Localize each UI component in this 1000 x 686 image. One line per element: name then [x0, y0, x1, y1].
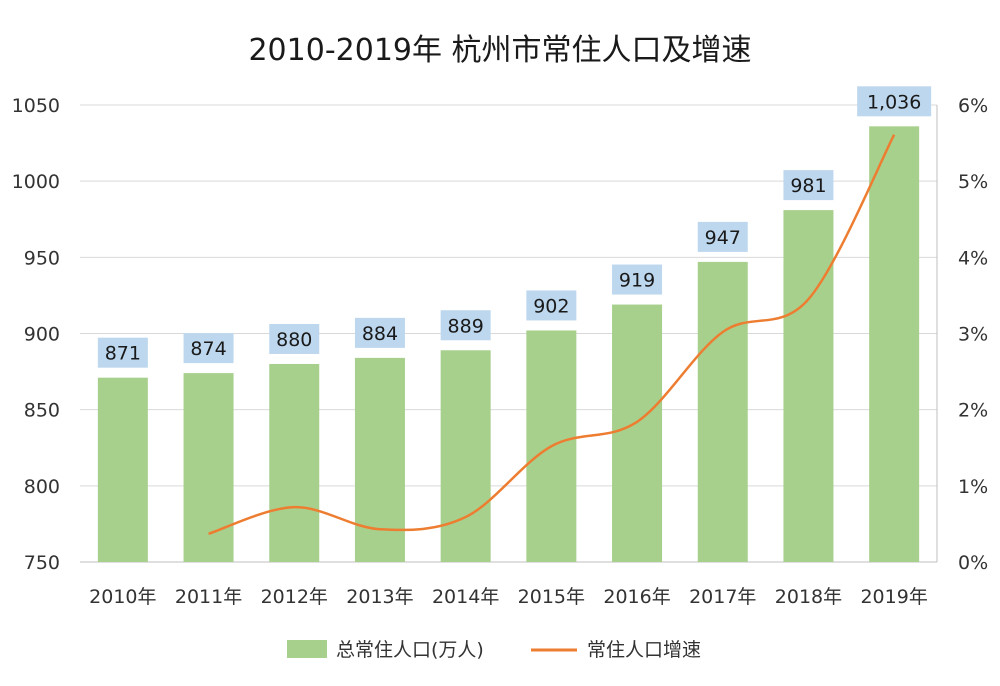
line-series [208, 134, 896, 536]
data-label-box [183, 333, 234, 364]
growth-line [208, 134, 896, 536]
left-tick-label: 750 [24, 552, 60, 574]
bar [354, 357, 405, 562]
right-tick-label: 1% [958, 476, 988, 498]
chart-title: 2010-2019年 杭州市常住人口及增速 [248, 33, 751, 68]
legend-label-growth: 常住人口增速 [587, 639, 701, 661]
data-label-box [612, 264, 663, 295]
x-tick-label: 2017年 [689, 586, 756, 608]
data-label: 871 [105, 343, 141, 365]
x-tick-label: 2012年 [261, 586, 328, 608]
right-tick-label: 0% [958, 552, 988, 574]
data-label-box [526, 290, 577, 321]
right-tick-label: 3% [958, 324, 988, 346]
left-tick-label: 1000 [12, 171, 60, 193]
legend-label-population: 总常住人口(万人) [336, 639, 484, 661]
data-label: 1,036 [867, 91, 921, 113]
data-label: 981 [790, 175, 826, 197]
right-tick-label: 4% [958, 247, 988, 269]
left-tick-label: 900 [24, 324, 60, 346]
bar [869, 126, 920, 563]
x-tick-label: 2013年 [346, 586, 413, 608]
data-label: 919 [619, 270, 655, 292]
x-tick-label: 2016年 [603, 586, 670, 608]
legend: 总常住人口(万人) 常住人口增速 [287, 639, 701, 661]
data-label-box [440, 310, 491, 341]
x-tick-label: 2011年 [175, 586, 242, 608]
data-label: 889 [448, 315, 484, 337]
right-tick-label: 2% [958, 400, 988, 422]
bar [183, 373, 234, 562]
data-label-box [857, 86, 932, 117]
data-label: 884 [362, 323, 398, 345]
x-tick-label: 2015年 [518, 586, 585, 608]
right-tick-label: 6% [958, 95, 988, 117]
x-axis: 2010年 2011年 2012年 2013年 2014年 2015年 2016年 2017年… [89, 586, 928, 608]
bar [97, 377, 148, 562]
x-tick-label: 2018年 [775, 586, 842, 608]
data-label: 880 [276, 329, 312, 351]
x-tick-label: 2010年 [89, 586, 156, 608]
x-tick-label: 2019年 [860, 586, 927, 608]
x-tick-label: 2014年 [432, 586, 499, 608]
right-axis: 0% 1% 2% 3% 4% 5% 6% [936, 95, 988, 574]
left-tick-label: 800 [24, 476, 60, 498]
data-label-box [97, 337, 148, 368]
data-label-box [697, 221, 748, 252]
data-labels: 871 874 880 884 889 902 919 947 981 1,036 [97, 86, 932, 368]
bar [783, 210, 834, 563]
bar [612, 304, 663, 562]
left-tick-label: 950 [24, 247, 60, 269]
left-tick-label: 850 [24, 400, 60, 422]
data-label: 874 [190, 338, 226, 360]
legend-swatch-population [287, 640, 327, 658]
data-label: 902 [533, 295, 569, 317]
data-label-box [354, 317, 405, 348]
bar [697, 261, 748, 562]
bar [440, 350, 491, 562]
bar [269, 363, 320, 562]
data-label: 947 [705, 227, 741, 249]
right-tick-label: 5% [958, 171, 988, 193]
data-label-box [783, 170, 834, 201]
left-axis: 750 800 850 900 950 1000 1050 [12, 95, 60, 574]
data-label-box [269, 323, 320, 354]
left-tick-label: 1050 [12, 95, 60, 117]
